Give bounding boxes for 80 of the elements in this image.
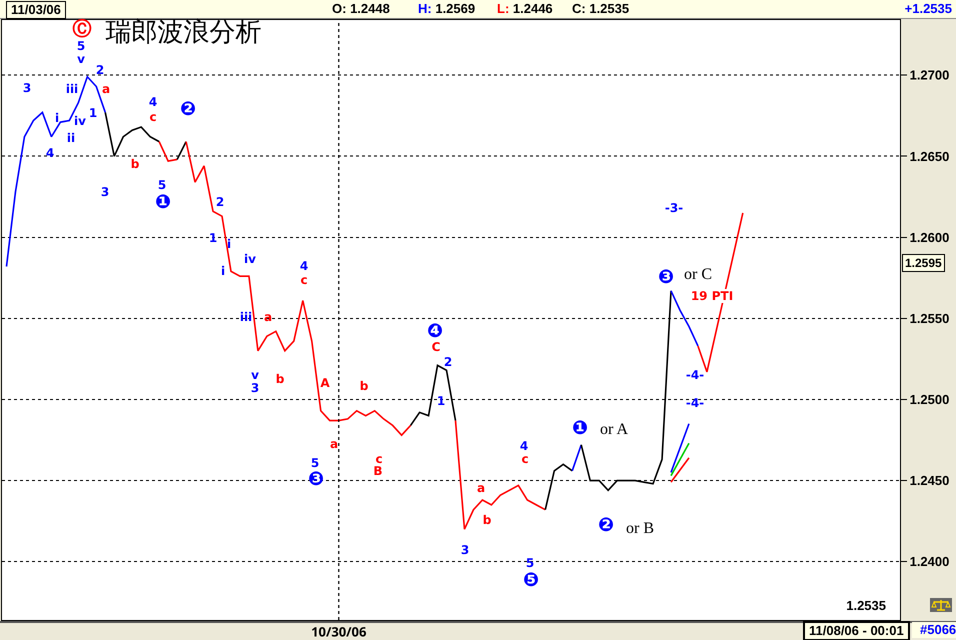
line-series <box>185 140 412 436</box>
y-tick-label: 1.2600 <box>910 230 950 245</box>
annotation: ❶ <box>154 191 172 213</box>
annotation: b <box>360 379 368 393</box>
annotation: or C <box>684 266 712 283</box>
annotation: a <box>264 310 272 324</box>
annotation: i <box>54 111 60 125</box>
text: O: 1.2448 <box>332 1 390 16</box>
text: 11/08/06 - 00:01 <box>803 621 910 640</box>
annotation: b <box>130 157 140 171</box>
annotation: 3 <box>100 185 110 199</box>
annotation: 4 <box>148 95 158 109</box>
annotation: iii <box>66 82 78 96</box>
annotation: -4- <box>686 368 704 382</box>
annotation: 3 <box>250 381 260 395</box>
annotation: iv <box>244 252 256 266</box>
annotation: v <box>77 52 85 66</box>
annotation: 5 <box>526 556 534 570</box>
annotation: 2 <box>216 195 224 209</box>
annotation: i <box>220 264 226 278</box>
annotation: 5 <box>158 178 166 192</box>
annotation: ❸ <box>658 266 674 288</box>
annotation: -3- <box>664 201 684 215</box>
y-tick-label: 1.2550 <box>910 310 950 326</box>
annotation: v <box>251 368 259 382</box>
annotation: i <box>226 237 232 251</box>
chart-title: 瑞郎波浪分析 <box>105 18 262 48</box>
annotation: Ⓒ <box>72 18 92 40</box>
annotation: 4 <box>520 439 528 453</box>
annotation: 4 <box>46 146 54 160</box>
annotation: A <box>320 376 330 390</box>
annotation: 19 PTI <box>690 289 734 303</box>
y-tick-label: 1.2400 <box>910 554 950 570</box>
annotation: -4- <box>686 396 704 410</box>
text: L: 1.2446 <box>497 1 553 16</box>
y-tick-label: 1.2650 <box>910 148 950 164</box>
annotation: ❸ <box>308 468 324 490</box>
annotation: ❹ <box>426 320 444 342</box>
text: C: 1.2535 <box>572 1 630 16</box>
text: #5066 <box>912 622 956 638</box>
annotation: 2 <box>96 63 104 77</box>
annotation: ❺ <box>522 569 540 591</box>
annotation: B <box>373 464 383 478</box>
annotation: iii <box>240 310 252 324</box>
text: 11/03/06 <box>6 1 66 19</box>
x-tick-label: 10/30/06 <box>311 622 367 640</box>
text: 1.2595 <box>902 254 945 272</box>
text: H: 1.2569 <box>418 1 476 16</box>
y-tick-label: 1.2450 <box>910 473 950 488</box>
annotation: 5 <box>76 39 86 53</box>
annotation: ii <box>66 131 76 145</box>
text: +1.2535 <box>904 1 952 17</box>
annotation: c <box>300 273 308 287</box>
annotation: 1 <box>436 394 446 408</box>
annotation: or A <box>600 421 628 438</box>
annotation: 4 <box>300 259 308 273</box>
annotation: ❷ <box>598 514 614 536</box>
annotation: a <box>102 82 110 96</box>
annotation: iv <box>74 114 86 128</box>
annotation: 5 <box>310 456 320 470</box>
line-series <box>454 420 546 530</box>
annotation: or B <box>626 520 654 537</box>
y-tick-label: 1.2500 <box>910 392 950 408</box>
annotation: C <box>432 340 440 354</box>
annotation: a <box>476 481 486 495</box>
annotation: 1 <box>88 106 98 120</box>
annotation: c <box>149 110 157 124</box>
annotation: c <box>375 452 383 466</box>
annotation: b <box>482 513 492 527</box>
annotation: 1.2535 <box>846 598 886 614</box>
y-tick-label: 1.2700 <box>910 68 950 83</box>
annotation: b <box>276 372 284 386</box>
annotation: ❷ <box>180 98 196 120</box>
annotation: ❶ <box>572 417 588 439</box>
annotation: 2 <box>444 355 452 369</box>
annotation: c <box>521 452 529 466</box>
annotation: a <box>330 437 338 451</box>
annotation: 3 <box>22 81 32 95</box>
annotation: 1 <box>208 231 218 245</box>
annotation: 3 <box>460 543 470 557</box>
